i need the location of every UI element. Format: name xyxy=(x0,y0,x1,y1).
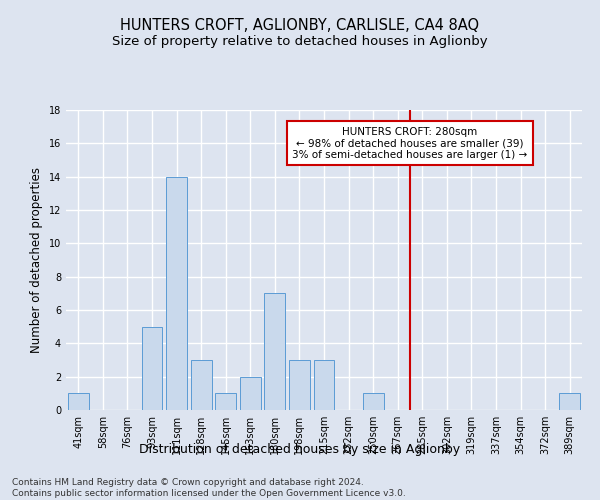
Bar xyxy=(362,394,383,410)
Bar xyxy=(265,294,286,410)
Bar xyxy=(191,360,212,410)
Bar xyxy=(314,360,334,410)
Text: HUNTERS CROFT, AGLIONBY, CARLISLE, CA4 8AQ: HUNTERS CROFT, AGLIONBY, CARLISLE, CA4 8… xyxy=(121,18,479,32)
Bar xyxy=(215,394,236,410)
Bar xyxy=(240,376,261,410)
Bar xyxy=(559,394,580,410)
Text: Size of property relative to detached houses in Aglionby: Size of property relative to detached ho… xyxy=(112,35,488,48)
Bar xyxy=(68,394,89,410)
Text: HUNTERS CROFT: 280sqm
← 98% of detached houses are smaller (39)
3% of semi-detac: HUNTERS CROFT: 280sqm ← 98% of detached … xyxy=(292,126,527,160)
Y-axis label: Number of detached properties: Number of detached properties xyxy=(30,167,43,353)
Text: Contains HM Land Registry data © Crown copyright and database right 2024.
Contai: Contains HM Land Registry data © Crown c… xyxy=(12,478,406,498)
Bar xyxy=(142,326,163,410)
Bar xyxy=(289,360,310,410)
Text: Distribution of detached houses by size in Aglionby: Distribution of detached houses by size … xyxy=(139,442,461,456)
Bar xyxy=(166,176,187,410)
